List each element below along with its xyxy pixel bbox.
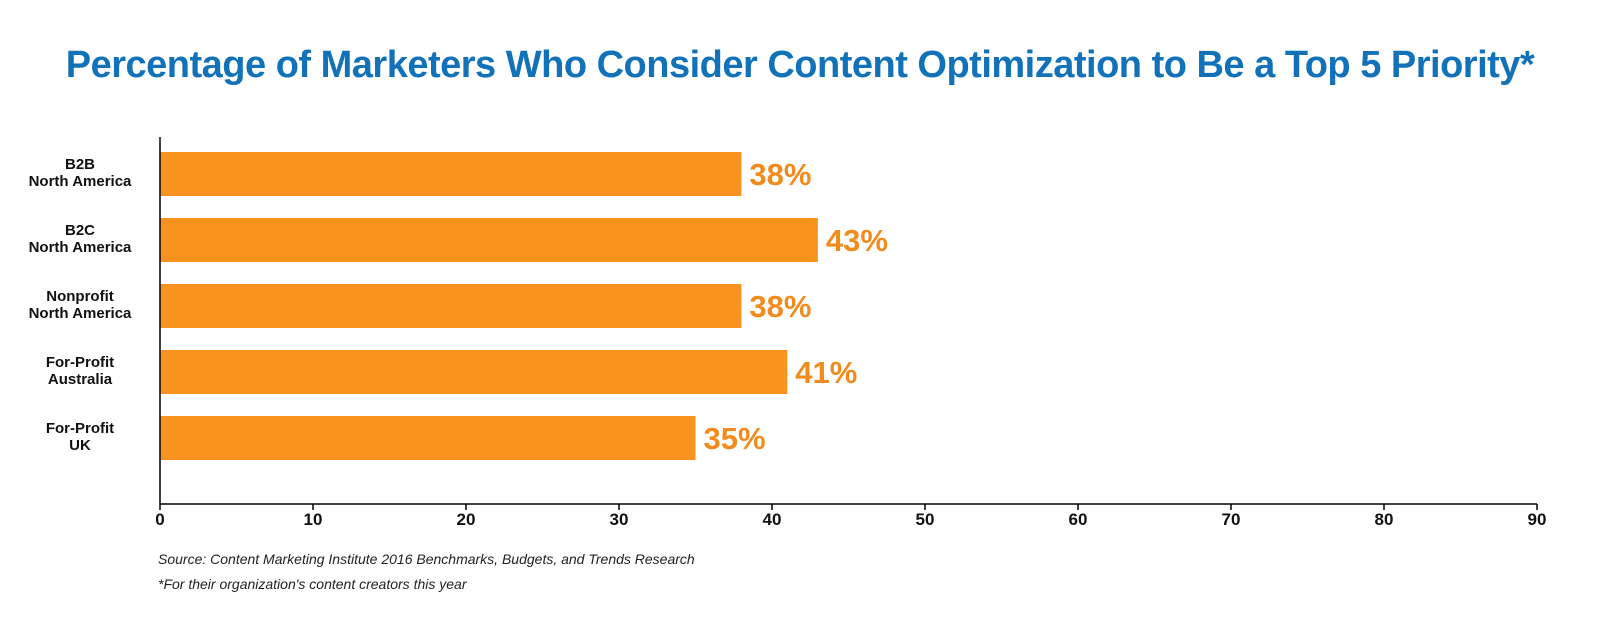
category-label: For-Profit Australia (46, 354, 114, 388)
x-tick-label: 90 (1528, 510, 1547, 529)
category-label: For-Profit UK (46, 420, 114, 454)
x-tick-label: 70 (1222, 510, 1241, 529)
category-label-line: North America (29, 173, 132, 190)
x-tick-label: 30 (610, 510, 629, 529)
category-label: B2B North America (29, 156, 132, 190)
x-tick-label: 50 (916, 510, 935, 529)
bar (160, 152, 742, 196)
bar-value-label: 43% (826, 223, 888, 258)
bar (160, 284, 742, 328)
category-label-line: For-Profit (46, 420, 114, 437)
bar (160, 416, 696, 460)
bar (160, 350, 788, 394)
bar-value-label: 35% (704, 421, 766, 456)
x-tick-label: 10 (304, 510, 323, 529)
axes-layer: 0 10 20 30 40 50 60 70 80 90 (155, 137, 1546, 529)
bar-value-label: 41% (795, 355, 857, 390)
chart-title: Percentage of Marketers Who Consider Con… (65, 44, 1535, 86)
x-tick-label: 40 (763, 510, 782, 529)
footnote: *For their organization's content creato… (158, 576, 467, 592)
category-label-line: Nonprofit (46, 288, 113, 305)
category-label-line: B2B (65, 156, 95, 173)
category-label-line: For-Profit (46, 354, 114, 371)
category-label-line: North America (29, 305, 132, 322)
bar-value-label: 38% (749, 157, 811, 192)
x-tick-label: 80 (1375, 510, 1394, 529)
bar-value-label: 38% (749, 289, 811, 324)
category-label-line: Australia (48, 371, 113, 388)
source-note: Source: Content Marketing Institute 2016… (158, 551, 695, 567)
x-tick-label: 20 (457, 510, 476, 529)
category-label-line: North America (29, 239, 132, 256)
bar (160, 218, 818, 262)
x-tick-label: 0 (155, 510, 164, 529)
category-label-line: UK (69, 437, 91, 454)
category-label: Nonprofit North America (29, 288, 132, 322)
category-label-line: B2C (65, 222, 95, 239)
x-tick-label: 60 (1069, 510, 1088, 529)
category-label: B2C North America (29, 222, 132, 256)
